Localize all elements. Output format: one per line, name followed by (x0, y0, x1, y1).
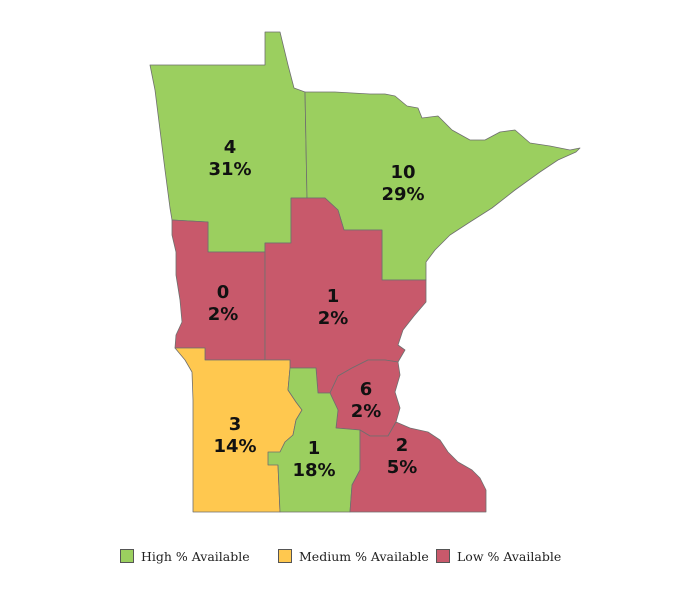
map-legend: High % Available Medium % Available Low … (0, 547, 700, 567)
legend-label-high: High % Available (141, 548, 250, 564)
region-southeast-count: 2 (396, 435, 409, 456)
region-northwest-percent: 31% (208, 159, 251, 180)
region-south-central[interactable] (267, 367, 361, 513)
region-southeast[interactable] (349, 421, 487, 513)
region-metro-percent: 2% (351, 401, 382, 422)
legend-item-high: High % Available (120, 547, 250, 565)
region-west-central-percent: 2% (208, 304, 239, 325)
region-south-central-count: 1 (308, 438, 321, 459)
legend-item-medium: Medium % Available (278, 547, 429, 565)
region-west-central-count: 0 (217, 282, 230, 303)
region-southeast-percent: 5% (387, 457, 418, 478)
region-metro-count: 6 (360, 379, 373, 400)
region-northeast-count: 10 (390, 162, 415, 183)
legend-swatch-high (120, 549, 134, 563)
region-northwest-count: 4 (224, 137, 237, 158)
region-northeast-percent: 29% (381, 184, 424, 205)
region-southwest-count: 3 (229, 414, 242, 435)
legend-label-medium: Medium % Available (299, 548, 429, 564)
legend-swatch-medium (278, 549, 292, 563)
region-central-count: 1 (327, 286, 340, 307)
legend-item-low: Low % Available (436, 547, 561, 565)
region-southwest-percent: 14% (213, 436, 256, 457)
region-central-percent: 2% (318, 308, 349, 329)
region-south-central-percent: 18% (292, 460, 335, 481)
legend-swatch-low (436, 549, 450, 563)
legend-label-low: Low % Available (457, 548, 562, 564)
